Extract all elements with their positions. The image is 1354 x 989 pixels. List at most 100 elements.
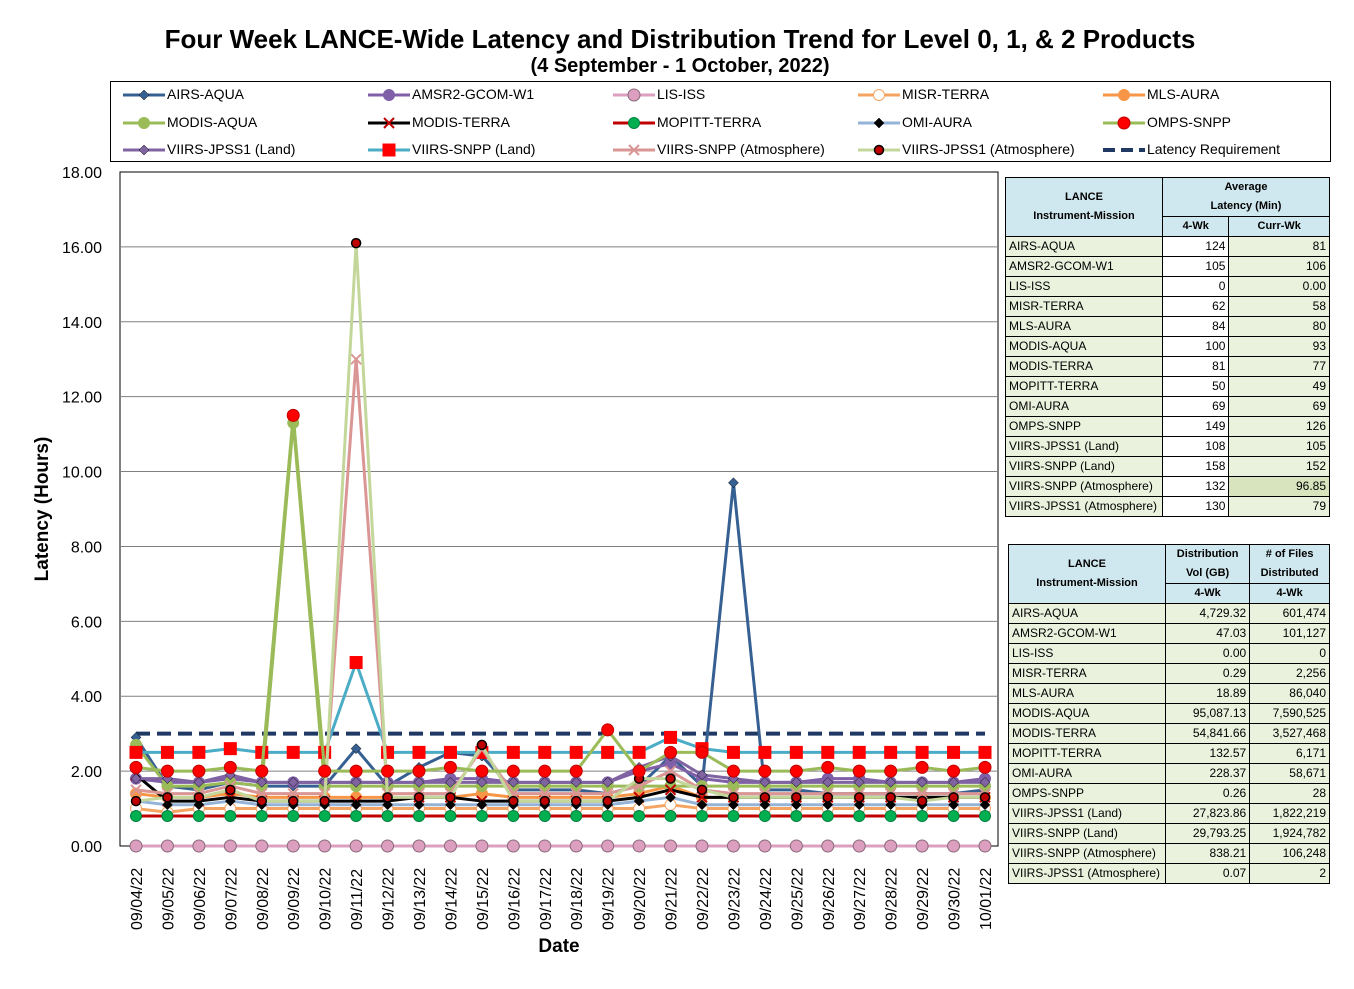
legend-swatch [368,143,410,157]
data-point [916,776,928,788]
data-point [885,776,897,788]
y-tick-label: 18.00 [62,165,102,182]
table-row: MOPITT-TERRA 50 49 [1005,376,1330,397]
data-point [349,656,363,670]
data-point [696,810,708,823]
value-4wk: 108 [1161,436,1230,457]
data-point [664,839,678,853]
value-curr-wk: 152 [1228,456,1330,477]
series-line [136,754,985,784]
data-point [506,764,520,778]
table-row: OMPS-SNPP 0.26 28 [1008,783,1330,804]
data-point [759,799,771,811]
data-point [759,792,771,803]
value-vol: 0.00 [1164,643,1251,664]
table-row: MODIS-AQUA 95,087.13 7,590,525 [1008,703,1330,724]
table-row: VIIRS-JPSS1 (Atmosphere) 0.07 2 [1008,863,1330,884]
value-files: 3,527,468 [1249,723,1330,744]
row-label: LIS-ISS [1005,276,1163,297]
table-row: OMPS-SNPP 149 126 [1005,416,1330,437]
data-point [538,745,552,759]
data-point [160,839,174,853]
legend-marker [138,117,150,130]
legend-swatch [1103,148,1145,153]
value-4wk: 158 [1161,456,1230,477]
data-point [632,764,646,778]
row-label: AIRS-AQUA [1005,236,1163,257]
x-tick-label: 09/10/22 [318,868,335,930]
data-point [979,792,991,803]
y-tick-label: 6.00 [71,614,102,631]
row-label: MODIS-TERRA [1005,356,1163,377]
data-point [225,784,236,796]
y-tick-label: 4.00 [71,689,102,706]
value-curr-wk: 80 [1228,316,1330,337]
data-point [412,764,426,778]
x-tick-label: 09/09/22 [286,868,303,930]
value-files: 1,822,219 [1249,803,1330,824]
data-point [821,810,834,823]
latency-chart: 0.00 2.00 4.00 6.00 8.00 10.00 12.00 14.00 16.00… [32,165,999,957]
legend-item-airs-aqua: AIRS-AQUA [121,86,244,103]
row-label: VIIRS-JPSS1 (Atmosphere) [1008,863,1166,884]
row-label: MODIS-TERRA [1008,723,1166,744]
table-row: MODIS-TERRA 81 77 [1005,356,1330,377]
legend-label: VIIRS-JPSS1 (Land) [167,141,296,157]
data-point [664,784,677,796]
data-point [695,839,709,853]
data-point [822,792,834,803]
data-point [160,764,174,778]
data-point [318,839,332,853]
value-4wk: 62 [1161,296,1230,317]
x-tick-label: 09/30/22 [947,868,964,930]
data-point [538,839,552,853]
table-row: AIRS-AQUA 4,729.32 601,474 [1008,603,1330,624]
legend-item-mopitt-terra: MOPITT-TERRA [611,114,761,131]
table-row: VIIRS-SNPP (Atmosphere) 132 96.85 [1005,476,1330,497]
data-point [916,787,928,800]
row-label: OMPS-SNPP [1005,416,1163,437]
chart-subtitle: (4 September - 1 October, 2022) [530,55,830,77]
data-point [192,839,206,853]
data-point [632,745,646,759]
data-point [696,784,708,796]
data-point [852,839,866,853]
x-tick-label: 09/18/22 [569,868,586,930]
row-label: VIIRS-SNPP (Atmosphere) [1005,476,1163,497]
data-point [601,745,615,759]
value-vol: 0.07 [1164,863,1251,884]
row-label: VIIRS-JPSS1 (Atmosphere) [1005,496,1163,517]
data-point [664,730,678,744]
data-point [570,787,582,800]
data-point [350,776,362,788]
data-point [160,745,174,759]
row-label: VIIRS-SNPP (Land) [1008,823,1166,844]
value-vol: 54,841.66 [1164,723,1251,744]
value-curr-wk: 81 [1228,236,1330,257]
x-tick-label: 09/04/22 [129,868,146,930]
legend-marker [628,144,640,157]
x-tick-label: 09/22/22 [695,868,712,930]
header-average: Average Latency (Min) [1162,177,1330,217]
row-label: MODIS-AQUA [1005,336,1163,357]
data-point [884,745,898,759]
legend-item-viirs-snpp-atmosphere: VIIRS-SNPP (Atmosphere) [611,141,825,158]
value-curr-wk: 96.85 [1228,476,1330,497]
legend-label: AIRS-AQUA [167,86,245,102]
data-point [538,764,552,778]
value-4wk: 105 [1161,256,1230,277]
data-point [223,839,237,853]
table-row: VIIRS-SNPP (Land) 29,793.25 1,924,782 [1008,823,1330,844]
legend-marker [138,144,150,156]
header-4wk-files: 4-Wk [1249,583,1330,604]
data-point [728,477,739,489]
legend-marker [382,143,396,157]
data-point [601,723,615,737]
data-point [569,764,583,778]
legend-label: MODIS-TERRA [412,114,510,130]
table-row: LIS-ISS 0 0.00 [1005,276,1330,297]
data-point [948,776,959,788]
value-vol: 47.03 [1164,623,1251,644]
x-tick-label: 09/24/22 [758,868,775,930]
legend-swatch [123,144,165,156]
